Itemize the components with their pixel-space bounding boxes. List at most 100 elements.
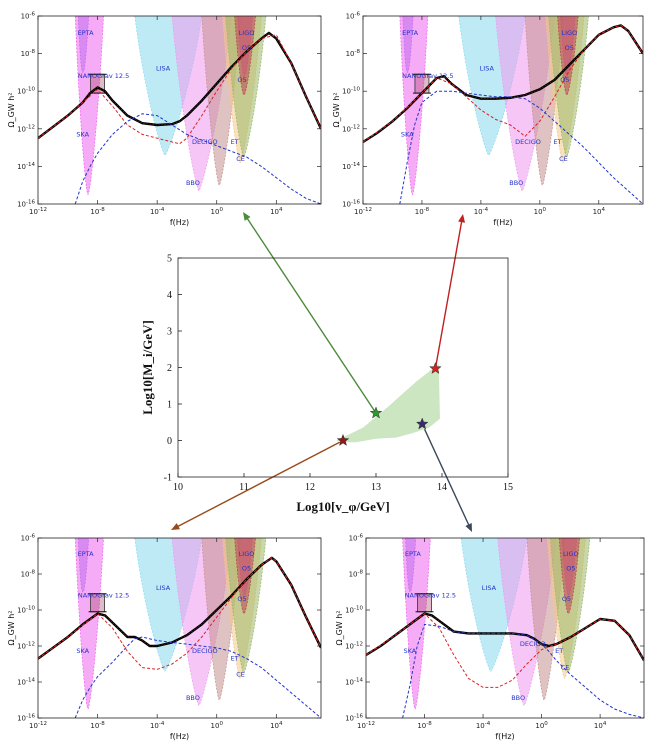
x-axis-label: f(Hz) bbox=[493, 218, 512, 227]
curve-component-b bbox=[402, 623, 644, 718]
panel-top-left: EPTA NANOGrav 12.5 SKA LISA DECIGO BBO LIGO O5 O… bbox=[7, 12, 322, 227]
curve-component-a bbox=[38, 557, 321, 670]
detector-label-ska: SKA bbox=[76, 647, 89, 655]
band-ska bbox=[74, 538, 104, 710]
x-tick-label: 13 bbox=[371, 482, 381, 493]
plot-area: EPTA NANOGrav 12.5 SKA LISA DECIGO BBO LIGO O5 O… bbox=[363, 16, 643, 204]
x-tick-label: 10-12 bbox=[29, 721, 47, 730]
y-tick-label: 10-16 bbox=[17, 200, 35, 209]
arrowhead-bottom-left bbox=[171, 523, 180, 530]
detector-label-o5: O5 bbox=[565, 44, 574, 52]
x-axis-label: f(Hz) bbox=[170, 732, 189, 741]
detector-label-nanograv-12-5: NANOGrav 12.5 bbox=[405, 591, 456, 599]
curve-total-overlay bbox=[38, 32, 321, 139]
x-tick-label: 10-8 bbox=[90, 721, 105, 730]
detector-label-ska: SKA bbox=[401, 130, 414, 138]
arrow-to-bottom-left bbox=[176, 439, 344, 528]
x-tick-label: 104 bbox=[270, 721, 283, 730]
arrows-layer bbox=[171, 212, 472, 532]
curve-component-a bbox=[363, 24, 643, 143]
x-tick-label: 10-8 bbox=[415, 207, 430, 216]
detector-label-decigo: DECIGO bbox=[520, 640, 546, 648]
y-tick-label: 10-16 bbox=[345, 714, 363, 723]
panel-center: 10 11 12 13 14 15-1012345Log10[v_φ/GeV]Log10[… bbox=[140, 254, 513, 515]
detector-label-nanograv-12-5: NANOGrav 12.5 bbox=[78, 72, 129, 80]
detector-label-o5: O5 bbox=[562, 595, 571, 603]
y-tick-label: 5 bbox=[167, 254, 172, 265]
y-tick-label: 10-12 bbox=[17, 642, 35, 651]
detector-label-bbo: BBO bbox=[186, 694, 200, 702]
x-tick-label: 15 bbox=[503, 482, 513, 493]
x-axis-label: Log10[v_φ/GeV] bbox=[296, 499, 389, 514]
arrowhead-top-right bbox=[458, 214, 465, 223]
y-tick-label: 10-6 bbox=[21, 12, 36, 21]
detector-label-decigo: DECIGO bbox=[515, 138, 541, 146]
y-tick-label: 10-8 bbox=[21, 570, 36, 579]
x-tick-label: 10-12 bbox=[29, 207, 47, 216]
detector-label-lisa: LISA bbox=[156, 65, 171, 73]
band-ska bbox=[74, 16, 104, 195]
band-ska bbox=[399, 16, 429, 195]
x-tick-label: 10-4 bbox=[474, 207, 489, 216]
star-benchmark-top-right bbox=[429, 361, 442, 374]
detector-label-bbo: BBO bbox=[509, 179, 523, 187]
detector-label-o5: O5 bbox=[560, 76, 569, 84]
band-o5 bbox=[237, 538, 253, 596]
x-tick-label: 100 bbox=[211, 207, 224, 216]
x-tick-label: 104 bbox=[593, 207, 606, 216]
y-tick-label: 10-10 bbox=[342, 87, 360, 96]
band-o5 bbox=[560, 16, 576, 77]
detector-label-ce: CE bbox=[561, 663, 570, 671]
y-tick-label: 10-6 bbox=[349, 534, 364, 543]
curve-total-overlay bbox=[38, 557, 321, 659]
x-tick-label: 10 bbox=[173, 482, 183, 493]
y-tick-label: 10-8 bbox=[349, 570, 364, 579]
detector-label-epta: EPTA bbox=[78, 29, 94, 37]
detector-label-et: ET bbox=[553, 138, 561, 146]
y-tick-label: 10-6 bbox=[21, 534, 36, 543]
arrow-to-top-right bbox=[434, 220, 463, 369]
detector-label-ligo: LIGO bbox=[563, 550, 579, 558]
x-axis-label: f(Hz) bbox=[170, 218, 189, 227]
detector-label-ce: CE bbox=[236, 155, 245, 163]
detector-label-epta: EPTA bbox=[402, 29, 418, 37]
x-tick-label: 10-4 bbox=[476, 721, 491, 730]
detector-label-et: ET bbox=[555, 647, 563, 655]
detector-label-o5: O5 bbox=[242, 564, 251, 572]
detector-label-epta: EPTA bbox=[405, 550, 421, 558]
y-tick-label: 3 bbox=[167, 327, 172, 338]
y-tick-label: -1 bbox=[164, 473, 172, 484]
detector-label-nanograv-12-5: NANOGrav 12.5 bbox=[402, 72, 453, 80]
detector-label-ligo: LIGO bbox=[239, 550, 255, 558]
x-tick-label: 11 bbox=[239, 482, 249, 493]
x-tick-label: 100 bbox=[211, 721, 224, 730]
y-tick-label: 10-12 bbox=[345, 642, 363, 651]
detector-label-et: ET bbox=[231, 654, 239, 662]
x-tick-label: 10-12 bbox=[354, 207, 372, 216]
axes-frame bbox=[177, 257, 509, 478]
detector-label-o5: O5 bbox=[242, 44, 251, 52]
y-tick-label: 10-10 bbox=[345, 606, 363, 615]
detector-label-ce: CE bbox=[559, 155, 568, 163]
detector-label-ska: SKA bbox=[404, 647, 417, 655]
y-tick-label: 10-10 bbox=[17, 87, 35, 96]
y-tick-label: 10-14 bbox=[345, 678, 363, 687]
detector-label-bbo: BBO bbox=[186, 179, 200, 187]
y-tick-label: 0 bbox=[167, 436, 172, 447]
axes-frame bbox=[37, 15, 322, 205]
detector-label-lisa: LISA bbox=[480, 65, 495, 73]
plot-area: EPTA NANOGrav 12.5 SKA LISA DECIGO BBO LIGO O5 O… bbox=[38, 538, 321, 718]
panel-top-right: EPTA NANOGrav 12.5 SKA LISA DECIGO BBO LIGO O5 O… bbox=[332, 12, 644, 227]
band-o5 bbox=[561, 538, 578, 596]
y-tick-label: 10-16 bbox=[342, 200, 360, 209]
axes-frame bbox=[365, 537, 645, 719]
arrowhead-top-left bbox=[243, 212, 251, 221]
detector-label-o5: O5 bbox=[566, 564, 575, 572]
y-tick-label: 10-14 bbox=[17, 678, 35, 687]
x-tick-label: 100 bbox=[534, 207, 547, 216]
detector-label-ce: CE bbox=[236, 671, 245, 679]
y-axis-label: Ω_GW h² bbox=[7, 610, 16, 645]
arrow-to-top-left bbox=[246, 217, 377, 414]
x-tick-label: 12 bbox=[305, 482, 315, 493]
